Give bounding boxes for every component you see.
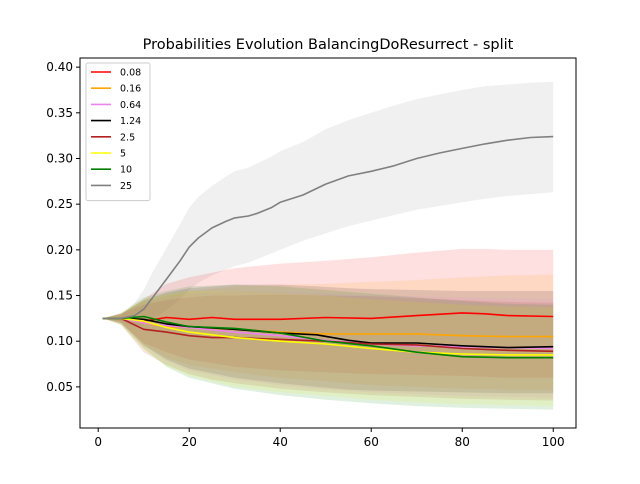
- y-tick-label: 0.25: [46, 197, 73, 211]
- band-series-2.5: [102, 294, 554, 401]
- chart-title: Probabilities Evolution BalancingDoResur…: [143, 37, 514, 53]
- y-tick-label: 0.15: [46, 289, 73, 303]
- y-tick-label: 0.35: [46, 106, 73, 120]
- x-axis: 0 20 40 60 80 100: [94, 428, 565, 449]
- x-tick-label: 20: [182, 435, 197, 449]
- line-series-0.64: [102, 317, 554, 350]
- band-series-1.24: [102, 284, 554, 394]
- line-series-25: [102, 135, 554, 320]
- legend-label-10: 10: [120, 165, 132, 176]
- legend-label-1.24: 1.24: [120, 116, 141, 127]
- legend-label-0.64: 0.64: [120, 100, 141, 111]
- band-series-25: [102, 81, 554, 327]
- line-series-2.5: [102, 317, 554, 353]
- band-series-0.16: [102, 274, 554, 391]
- x-tick-label: 80: [455, 435, 470, 449]
- x-tick-label: 0: [94, 435, 102, 449]
- band-series-10: [102, 284, 554, 410]
- legend-label-0.16: 0.16: [120, 84, 141, 95]
- x-tick-label: 100: [542, 435, 565, 449]
- legend-label-0.08: 0.08: [120, 68, 141, 79]
- line-series-5: [102, 317, 554, 356]
- legend: 0.08 0.16 0.64 1.24 2.5 5 10 25: [85, 62, 151, 202]
- y-tick-label: 0.40: [46, 60, 73, 74]
- plot-frame: [79, 57, 577, 429]
- x-tick-label: 60: [364, 435, 379, 449]
- y-tick-label: 0.05: [46, 380, 73, 394]
- line-series-1.24: [102, 317, 554, 349]
- legend-box: [85, 62, 151, 202]
- line-series-10: [102, 315, 554, 359]
- legend-label-25: 25: [120, 181, 132, 192]
- y-tick-label: 0.30: [46, 151, 73, 165]
- legend-label-2.5: 2.5: [120, 132, 135, 143]
- x-tick-label: 40: [273, 435, 288, 449]
- y-tick-label: 0.10: [46, 334, 73, 348]
- y-axis: 0.05 0.10 0.15 0.20 0.25 0.30 0.35 0.40: [46, 60, 80, 394]
- series-lines: [102, 135, 554, 359]
- line-series-0.08: [102, 312, 554, 322]
- legend-label-5: 5: [120, 149, 126, 160]
- y-tick-label: 0.20: [46, 243, 73, 257]
- band-series-5: [102, 291, 554, 407]
